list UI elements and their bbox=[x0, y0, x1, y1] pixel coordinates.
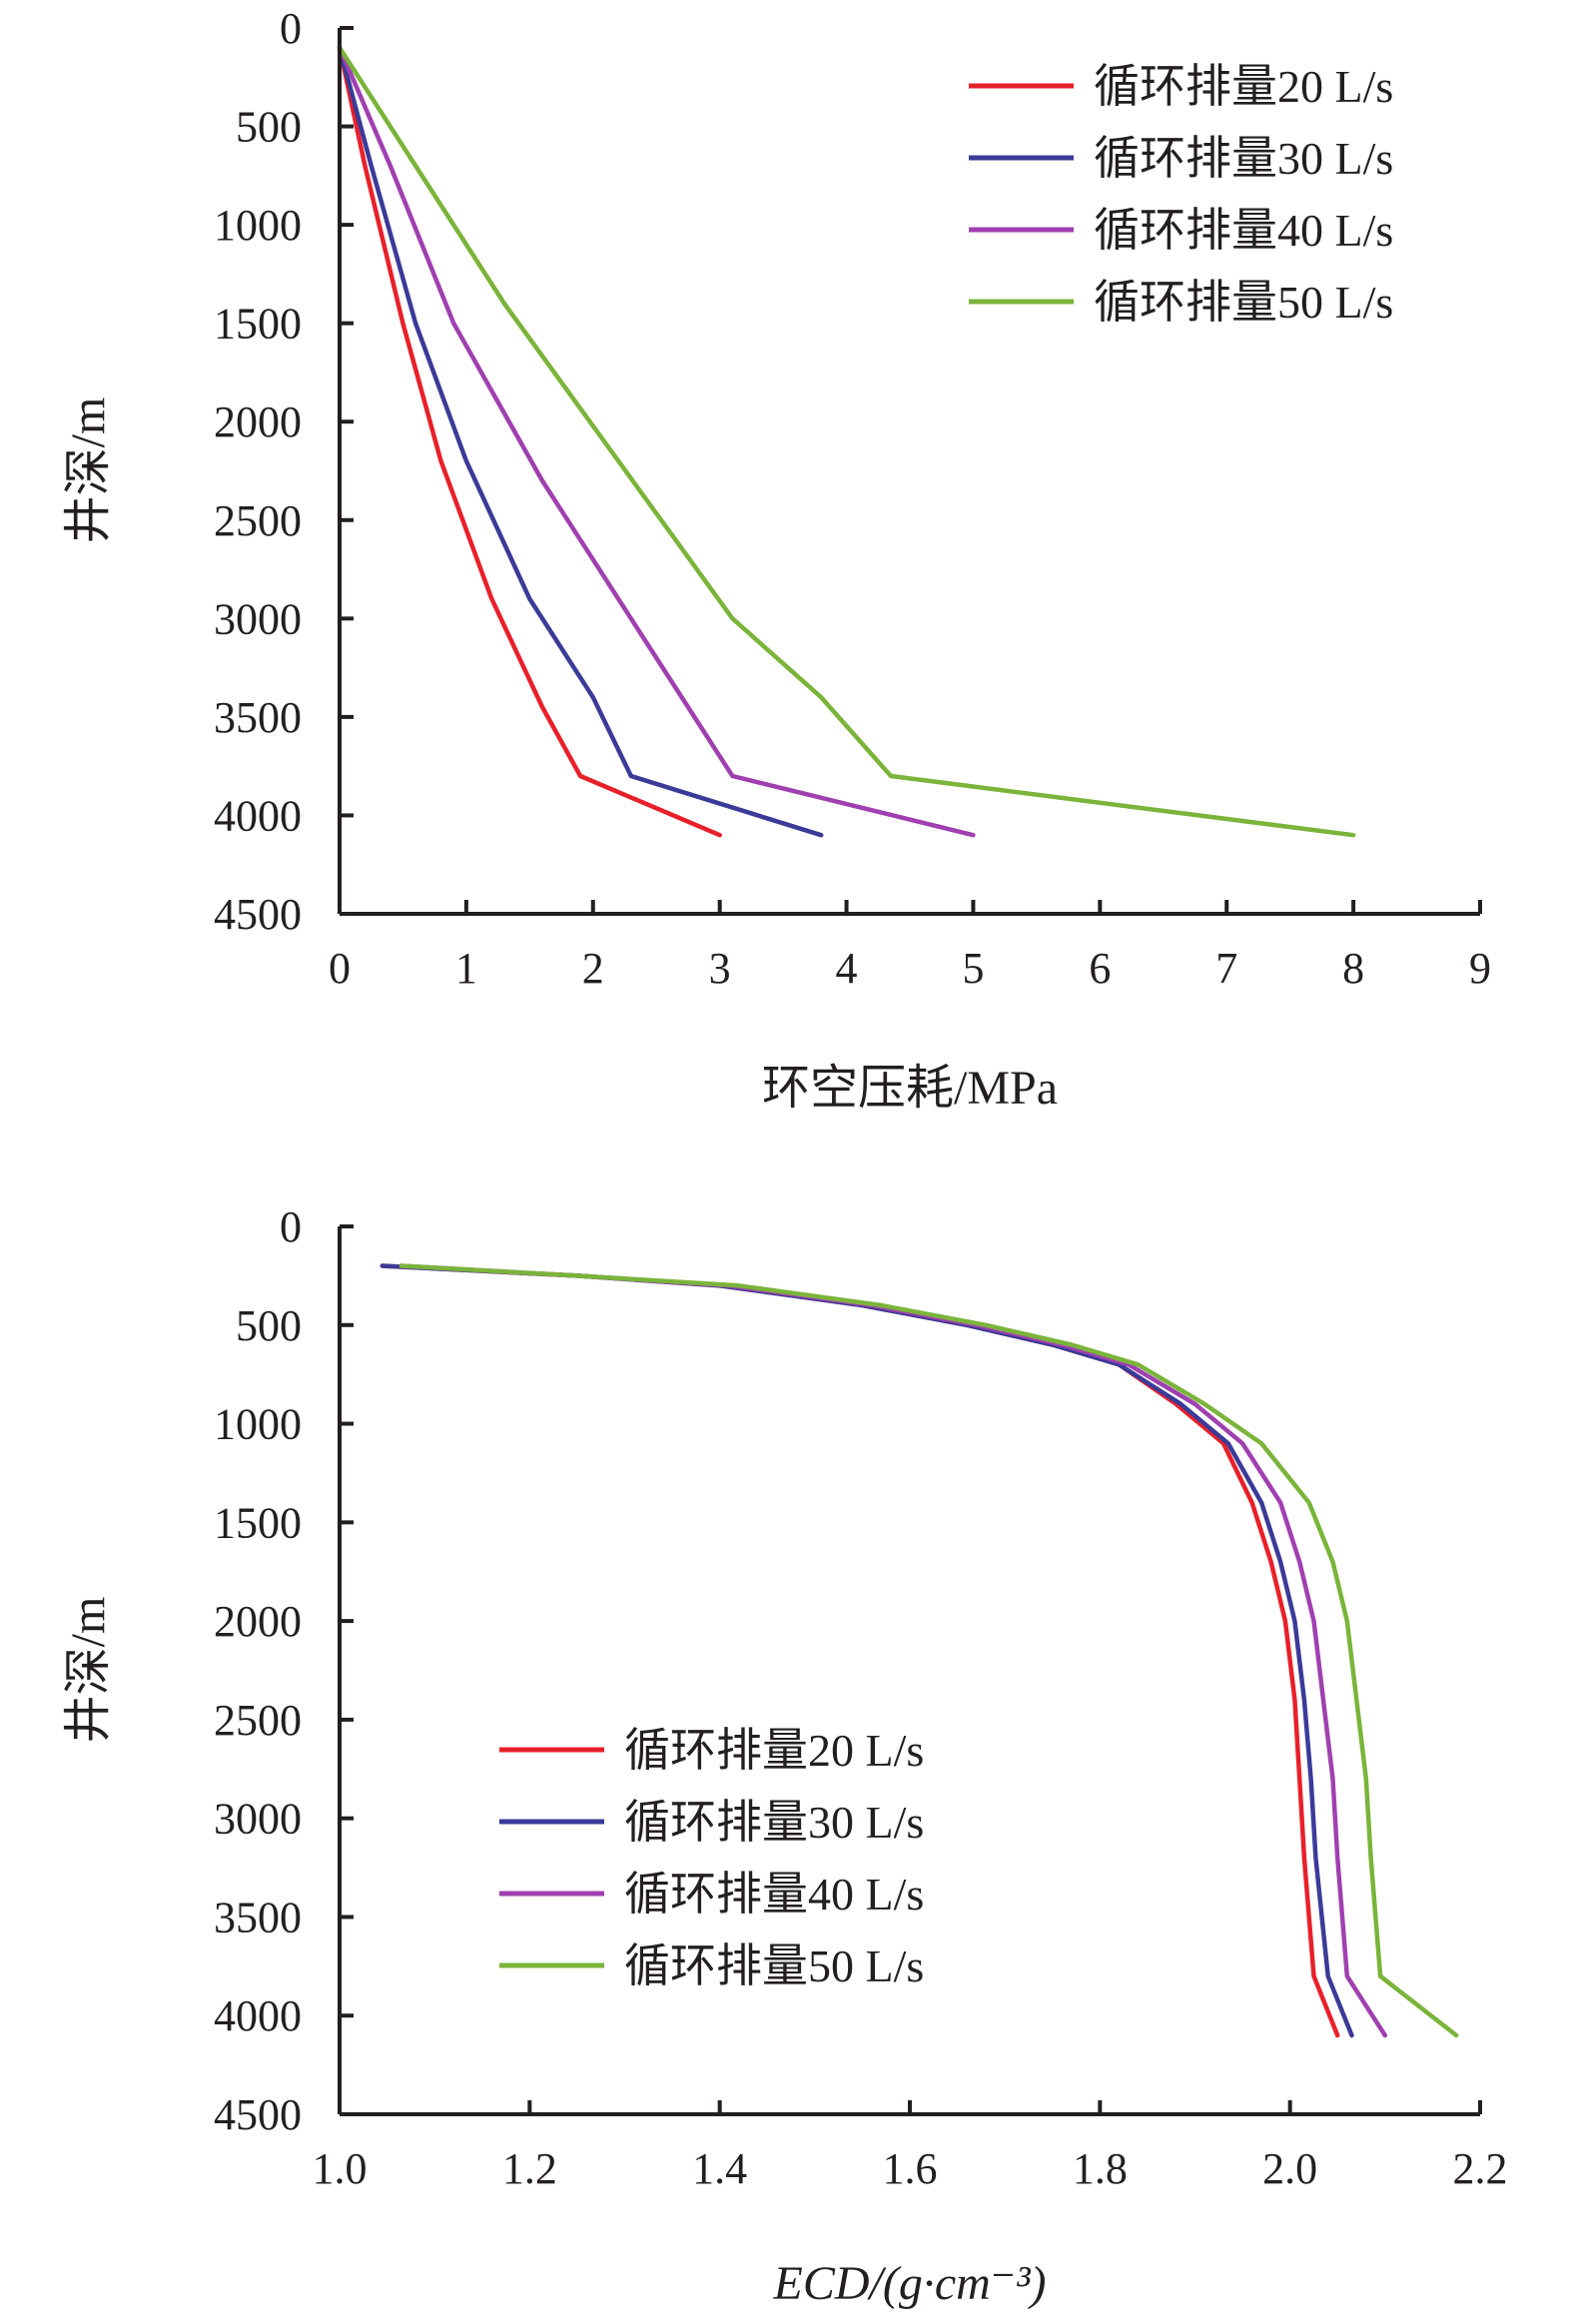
y-tick-label: 0 bbox=[280, 4, 302, 53]
legend-label: 循环排量40 L/s bbox=[624, 1869, 924, 1920]
legend-label: 循环排量30 L/s bbox=[624, 1797, 924, 1848]
x-tick-label: 1.2 bbox=[502, 2144, 557, 2193]
x-tick-label: 2.0 bbox=[1262, 2144, 1317, 2193]
series-line-4 bbox=[398, 1263, 1459, 2038]
y-tick-label: 3500 bbox=[214, 693, 302, 742]
series-line-2 bbox=[337, 45, 824, 838]
chart-bottom-y-axis-label: 井深/m bbox=[62, 1597, 115, 1744]
legend-label: 循环排量40 L/s bbox=[1094, 205, 1393, 256]
y-tick-label: 1000 bbox=[214, 201, 302, 250]
y-tick-label: 2000 bbox=[214, 1597, 302, 1646]
x-tick-label: 7 bbox=[1215, 944, 1237, 993]
y-tick-label: 0 bbox=[280, 1202, 302, 1251]
x-tick-label: 3 bbox=[709, 944, 731, 993]
legend-label: 循环排量50 L/s bbox=[624, 1940, 924, 1991]
x-tick-label: 8 bbox=[1342, 944, 1364, 993]
y-tick-label: 1500 bbox=[214, 1498, 302, 1547]
legend-label: 循环排量50 L/s bbox=[1094, 277, 1393, 328]
series-line-3 bbox=[398, 1263, 1388, 2038]
series-line-1 bbox=[337, 45, 722, 838]
x-tick-label: 1.4 bbox=[692, 2144, 747, 2193]
chart-bottom-x-axis-label: ECD/(g·cm⁻³) bbox=[773, 2257, 1047, 2310]
y-tick-label: 1500 bbox=[214, 300, 302, 349]
chart-top-axes bbox=[338, 28, 1480, 916]
chart-bottom-series-group bbox=[380, 1263, 1459, 2038]
series-line-2 bbox=[380, 1263, 1354, 2038]
chart-bottom-ticks: 1.0 1.2 1.4 1.6 1.8 2.0 2.2 0 500 1000 1500 2000 250… bbox=[214, 1202, 1508, 2193]
y-tick-label: 500 bbox=[236, 1301, 302, 1350]
series-line-4 bbox=[337, 45, 1356, 838]
y-tick-label: 3500 bbox=[214, 1893, 302, 1941]
x-tick-label: 2.2 bbox=[1453, 2144, 1508, 2193]
chart-top: 0 1 2 3 4 5 6 7 8 9 0 500 1000 1500 2000 2500 3000 3500 40… bbox=[62, 4, 1491, 1115]
y-tick-label: 4500 bbox=[214, 2090, 302, 2139]
x-tick-label: 5 bbox=[962, 944, 984, 993]
y-tick-label: 4000 bbox=[214, 791, 302, 840]
x-tick-label: 1.8 bbox=[1073, 2144, 1128, 2193]
chart-top-x-axis-label: 环空压耗/MPa bbox=[762, 1062, 1058, 1115]
y-tick-label: 3000 bbox=[214, 594, 302, 643]
x-tick-label: 9 bbox=[1469, 944, 1491, 993]
y-tick-label: 2500 bbox=[214, 496, 302, 545]
x-tick-label: 1.0 bbox=[313, 2144, 368, 2193]
x-tick-label: 1 bbox=[455, 944, 477, 993]
x-tick-label: 6 bbox=[1089, 944, 1111, 993]
y-tick-label: 500 bbox=[236, 103, 302, 152]
x-tick-label: 2 bbox=[582, 944, 604, 993]
chart-top-ticks: 0 1 2 3 4 5 6 7 8 9 0 500 1000 1500 2000 2500 3000 3500 40… bbox=[214, 4, 1491, 993]
chart-top-series-group bbox=[337, 45, 1356, 838]
series-line-3 bbox=[337, 45, 976, 838]
x-tick-label: 1.6 bbox=[883, 2144, 938, 2193]
x-tick-label: 0 bbox=[329, 944, 351, 993]
legend-label: 循环排量30 L/s bbox=[1094, 133, 1393, 184]
y-tick-label: 4000 bbox=[214, 1991, 302, 2040]
legend-label: 循环排量20 L/s bbox=[1094, 61, 1393, 112]
y-tick-label: 3000 bbox=[214, 1795, 302, 1844]
chart-top-y-axis-label: 井深/m bbox=[62, 397, 115, 544]
chart-bottom: 1.0 1.2 1.4 1.6 1.8 2.0 2.2 0 500 1000 1500 2000 250… bbox=[62, 1202, 1508, 2310]
series-line-1 bbox=[380, 1263, 1340, 2038]
legend-label: 循环排量20 L/s bbox=[624, 1725, 924, 1776]
chart-bottom-legend: 循环排量20 L/s 循环排量30 L/s 循环排量40 L/s 循环排量50 L/s bbox=[499, 1725, 924, 1991]
y-tick-label: 2000 bbox=[214, 397, 302, 446]
y-tick-label: 4500 bbox=[214, 890, 302, 939]
y-tick-label: 1000 bbox=[214, 1400, 302, 1449]
y-tick-label: 2500 bbox=[214, 1696, 302, 1745]
chart-top-legend: 循环排量20 L/s 循环排量30 L/s 循环排量40 L/s 循环排量50 L/s bbox=[969, 61, 1393, 328]
x-tick-label: 4 bbox=[836, 944, 858, 993]
